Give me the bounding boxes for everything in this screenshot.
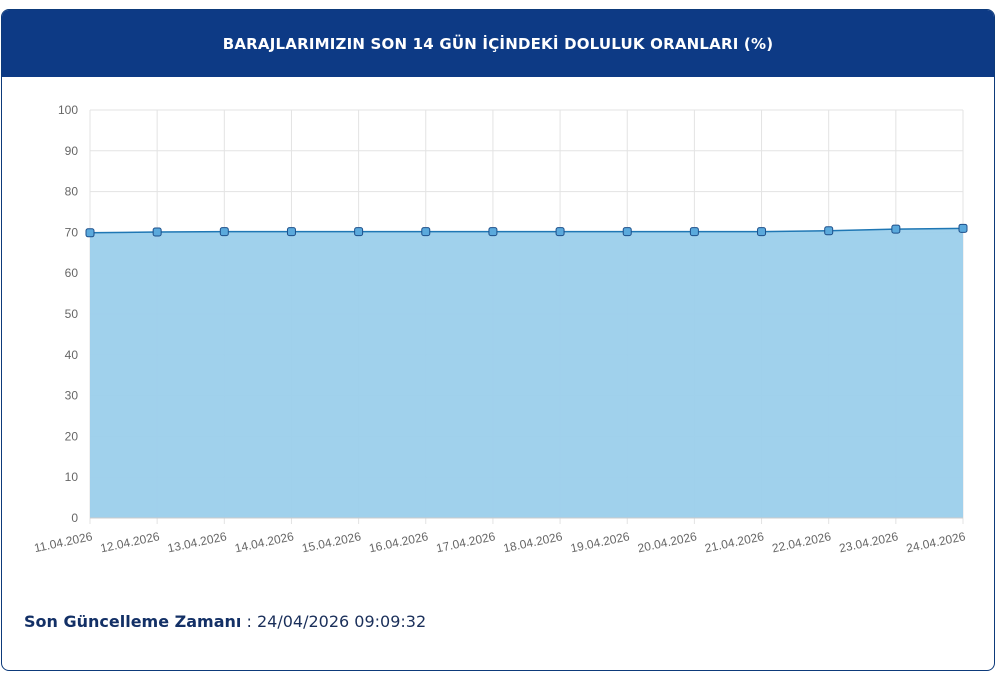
x-tick-label: 24.04.2026 [905,529,967,555]
x-tick-label: 14.04.2026 [233,529,295,555]
y-tick-label: 30 [65,389,79,403]
last-update-value: 24/04/2026 09:09:32 [256,612,427,631]
series-line [89,227,964,234]
x-tick-label: 16.04.2026 [368,529,430,555]
data-point [286,227,296,237]
y-tick-label: 40 [65,348,79,362]
data-point [85,228,95,238]
x-tick-label: 23.04.2026 [838,529,900,555]
chart-header: BARAJLARIMIZIN SON 14 GÜN İÇİNDEKİ DOLUL… [2,10,994,77]
x-tick-label: 21.04.2026 [704,529,766,555]
y-tick-label: 0 [71,511,78,525]
y-tick-label: 60 [65,266,79,280]
last-update: Son Güncelleme Zamanı : 24/04/2026 09:09… [24,612,426,631]
y-tick-label: 80 [65,185,79,199]
data-point [824,226,834,236]
y-tick-label: 20 [65,429,79,443]
data-point [488,227,498,237]
last-update-separator: : [241,612,257,631]
data-point [891,224,901,234]
data-point [152,227,162,237]
x-tick-label: 11.04.2026 [33,529,94,555]
y-tick-label: 50 [65,307,79,321]
last-update-label: Son Güncelleme Zamanı [24,612,242,631]
data-point [354,227,364,237]
data-point [958,223,968,233]
data-point [421,227,431,237]
data-point [219,227,229,237]
x-tick-label: 18.04.2026 [502,529,564,555]
data-point [555,227,565,237]
x-tick-label: 20.04.2026 [636,529,698,555]
y-tick-label: 100 [58,103,78,117]
data-point [689,227,699,237]
x-tick-label: 22.04.2026 [771,529,833,555]
x-tick-label: 19.04.2026 [569,529,631,555]
data-point [622,227,632,237]
chart-title: BARAJLARIMIZIN SON 14 GÜN İÇİNDEKİ DOLUL… [222,34,774,53]
x-tick-label: 15.04.2026 [301,529,363,555]
x-tick-label: 17.04.2026 [435,529,497,555]
x-tick-label: 13.04.2026 [166,529,228,555]
y-tick-label: 10 [65,470,79,484]
x-tick-label: 12.04.2026 [99,529,161,555]
y-tick-label: 70 [65,225,79,239]
area-fill [90,228,963,518]
data-point [757,227,767,237]
y-tick-label: 90 [65,144,79,158]
